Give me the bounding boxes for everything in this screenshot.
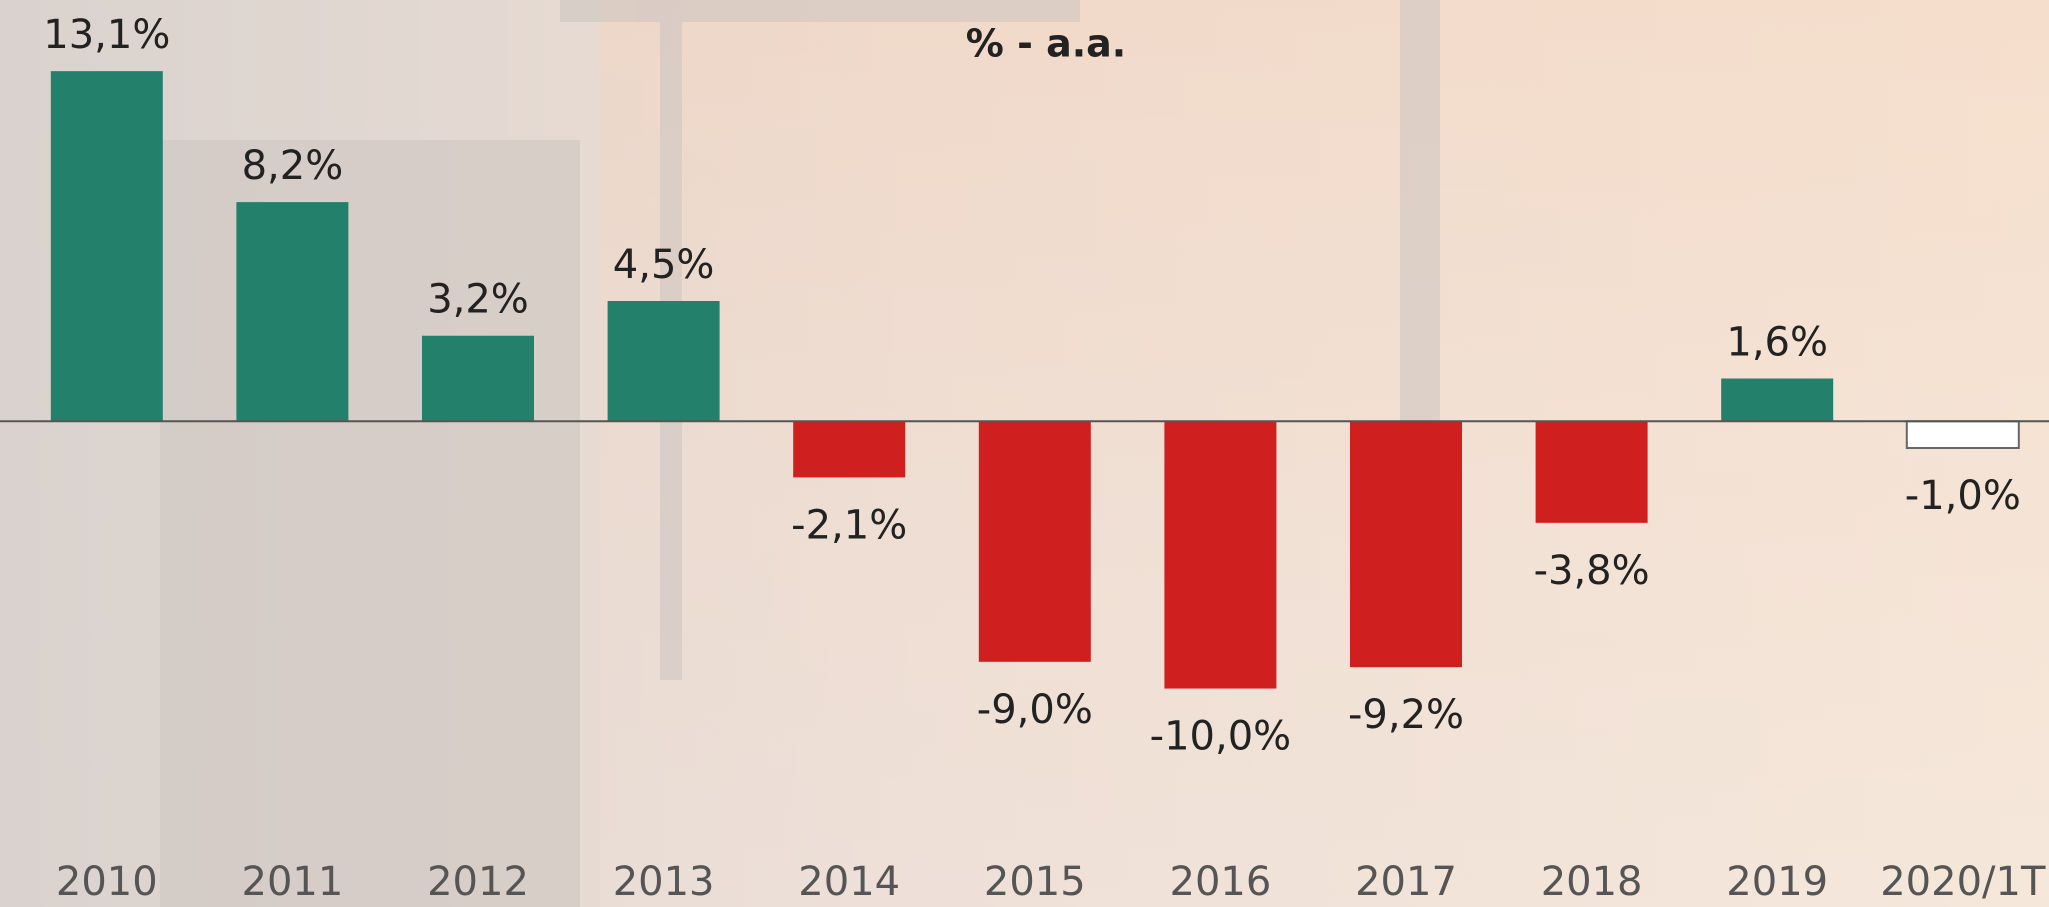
value-label: -10,0% xyxy=(1150,714,1292,760)
x-tick-label: 2015 xyxy=(984,859,1086,905)
x-tick-label: 2020/1T xyxy=(1880,859,2046,905)
bar xyxy=(236,202,349,422)
x-tick-label: 2010 xyxy=(56,859,158,905)
bar xyxy=(1721,378,1834,422)
value-label: -2,1% xyxy=(791,502,907,548)
value-label: -9,0% xyxy=(977,687,1093,733)
value-label: 8,2% xyxy=(242,143,344,189)
bar xyxy=(1535,421,1648,523)
bar xyxy=(1164,421,1277,689)
x-tick-label: 2011 xyxy=(242,859,344,905)
x-tick-label: 2016 xyxy=(1170,859,1272,905)
bar xyxy=(607,301,720,422)
bar xyxy=(422,335,534,422)
value-label: 4,5% xyxy=(613,242,715,288)
x-tick-label: 2014 xyxy=(798,859,900,905)
chart-title: % - a.a. xyxy=(966,22,1126,66)
bar xyxy=(978,421,1091,662)
x-tick-label: 2013 xyxy=(613,859,715,905)
bar xyxy=(1350,421,1462,668)
x-tick-label: 2017 xyxy=(1355,859,1457,905)
value-label: 13,1% xyxy=(43,12,170,58)
value-label: -3,8% xyxy=(1534,548,1650,594)
value-label: -9,2% xyxy=(1348,692,1464,738)
value-label: 3,2% xyxy=(427,277,529,323)
bar xyxy=(50,71,163,422)
x-tick-label: 2018 xyxy=(1541,859,1643,905)
x-tick-label: 2019 xyxy=(1726,859,1828,905)
bar xyxy=(1905,420,2020,450)
bar xyxy=(793,421,906,478)
value-label: -1,0% xyxy=(1905,473,2021,519)
x-tick-label: 2012 xyxy=(427,859,529,905)
value-label: 1,6% xyxy=(1726,320,1828,366)
